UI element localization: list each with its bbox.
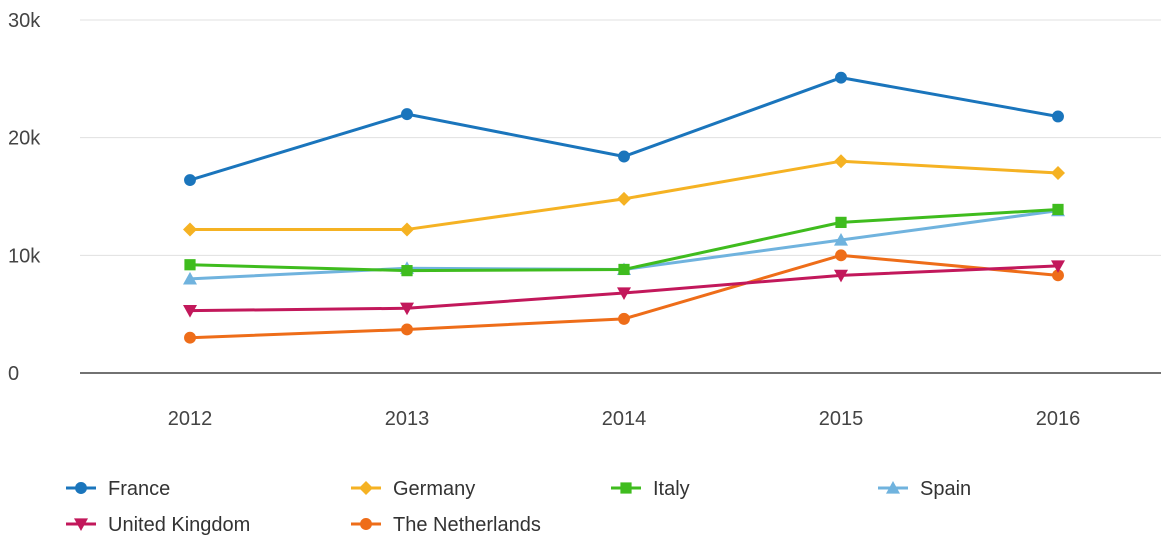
y-tick-label: 30k: [8, 10, 41, 32]
x-tick-label: 2015: [819, 408, 864, 430]
data-point: [1052, 269, 1064, 282]
series-france: [184, 71, 1064, 186]
x-tick-label: 2013: [385, 408, 430, 430]
data-point: [620, 482, 632, 494]
data-point: [618, 150, 630, 163]
y-tick-label: 0: [8, 363, 19, 385]
data-point: [618, 263, 630, 276]
y-tick-label: 20k: [8, 128, 41, 150]
data-point: [360, 518, 372, 530]
series-italy: [184, 203, 1064, 277]
data-point: [75, 482, 87, 494]
data-point: [183, 271, 197, 285]
series-united-kingdom: [183, 260, 1065, 318]
legend: France Germany Italy Spain United Kingdom The…: [66, 478, 971, 536]
x-tick-label: 2014: [602, 408, 647, 430]
legend-label: The Netherlands: [393, 514, 541, 536]
data-point: [400, 222, 414, 237]
data-point: [401, 323, 413, 336]
legend-item: The Netherlands: [351, 514, 541, 536]
data-point: [618, 312, 630, 325]
data-point: [1051, 260, 1065, 273]
x-tick-label: 2016: [1036, 408, 1081, 430]
legend-label: Spain: [920, 478, 971, 500]
data-point: [74, 518, 88, 531]
data-point: [183, 305, 197, 318]
data-point: [834, 154, 848, 169]
data-point: [834, 269, 848, 283]
data-point: [834, 233, 848, 246]
legend-item: France: [66, 478, 170, 500]
data-point: [835, 216, 847, 228]
legend-item: Spain: [878, 478, 971, 500]
legend-item: United Kingdom: [66, 514, 250, 536]
legend-item: Germany: [351, 478, 475, 500]
data-point: [400, 302, 414, 316]
legend-label: France: [108, 478, 170, 500]
data-point: [835, 249, 847, 262]
data-point: [617, 287, 631, 300]
series-group: [183, 71, 1065, 344]
series-line: [189, 207, 1059, 273]
data-point: [184, 174, 196, 186]
series-germany: [183, 154, 1065, 237]
data-point: [359, 481, 373, 495]
data-point: [183, 222, 197, 237]
y-tick-label: 10k: [8, 245, 41, 267]
data-point: [184, 331, 196, 344]
data-point: [1051, 165, 1065, 180]
data-point: [401, 108, 413, 121]
y-axis-tick-labels: 0 10k 20k 30k: [8, 10, 41, 385]
data-point: [835, 71, 847, 84]
legend-label: United Kingdom: [108, 514, 250, 536]
data-point: [401, 265, 413, 277]
legend-item: Italy: [611, 478, 690, 500]
x-axis-tick-labels: 2012 2013 2014 2015 2016: [168, 408, 1081, 430]
data-point: [184, 259, 196, 271]
data-point: [1052, 110, 1064, 123]
legend-label: Germany: [393, 478, 475, 500]
data-point: [617, 191, 631, 206]
x-tick-label: 2012: [168, 408, 213, 430]
legend-label: Italy: [653, 478, 690, 500]
series-the-netherlands: [184, 249, 1064, 344]
y-gridlines: [80, 19, 1161, 256]
data-point: [1052, 203, 1064, 216]
data-point: [886, 481, 900, 494]
